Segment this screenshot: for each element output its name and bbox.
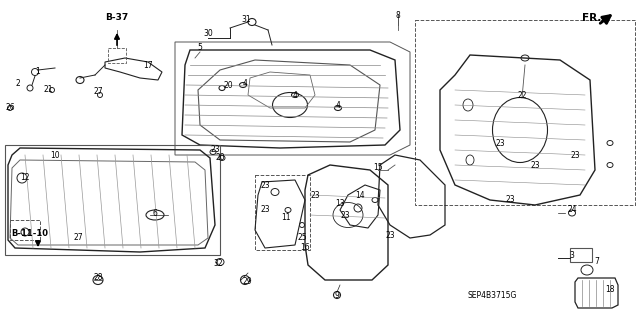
Bar xyxy=(108,48,126,63)
Text: 23: 23 xyxy=(260,181,270,189)
Text: 28: 28 xyxy=(93,273,103,283)
Text: 6: 6 xyxy=(152,209,157,218)
Bar xyxy=(5,145,220,255)
Text: 7: 7 xyxy=(595,256,600,265)
Text: 27: 27 xyxy=(93,87,103,97)
Text: 4: 4 xyxy=(335,100,340,109)
Text: 21: 21 xyxy=(44,85,52,94)
Text: 23: 23 xyxy=(210,145,220,154)
Text: 9: 9 xyxy=(335,292,339,300)
Text: 23: 23 xyxy=(260,205,270,214)
Text: 31: 31 xyxy=(241,16,251,25)
Text: 16: 16 xyxy=(300,243,310,253)
Text: 20: 20 xyxy=(223,80,233,90)
Text: SEP4B3715G: SEP4B3715G xyxy=(468,291,517,300)
Text: 23: 23 xyxy=(310,190,320,199)
Text: 3: 3 xyxy=(570,250,575,259)
Text: 17: 17 xyxy=(143,61,153,70)
Text: 2: 2 xyxy=(15,78,20,87)
Text: 23: 23 xyxy=(505,196,515,204)
Text: 30: 30 xyxy=(203,28,213,38)
Bar xyxy=(10,220,40,240)
Text: 4: 4 xyxy=(243,78,248,87)
Text: 24: 24 xyxy=(567,205,577,214)
Text: 12: 12 xyxy=(20,174,29,182)
Text: 27: 27 xyxy=(73,233,83,241)
Text: 32: 32 xyxy=(213,258,223,268)
Text: 14: 14 xyxy=(355,190,365,199)
Text: 23: 23 xyxy=(385,231,395,240)
Text: B-37: B-37 xyxy=(106,13,129,23)
Text: 13: 13 xyxy=(335,198,345,207)
Text: 29: 29 xyxy=(242,278,252,286)
Text: 22: 22 xyxy=(517,91,527,100)
Text: 8: 8 xyxy=(396,11,401,19)
Text: 25: 25 xyxy=(297,234,307,242)
Text: 23: 23 xyxy=(570,151,580,160)
Bar xyxy=(415,20,635,205)
Text: FR.: FR. xyxy=(582,13,602,23)
Bar xyxy=(570,248,592,262)
Text: 23: 23 xyxy=(340,211,350,219)
Bar xyxy=(255,175,310,250)
Text: 20: 20 xyxy=(215,153,225,162)
Text: 10: 10 xyxy=(50,151,60,160)
Text: B-11-10: B-11-10 xyxy=(12,228,49,238)
Text: 26: 26 xyxy=(5,103,15,113)
Text: 1: 1 xyxy=(36,68,40,77)
Text: 5: 5 xyxy=(198,43,202,53)
Text: 23: 23 xyxy=(495,138,505,147)
Text: 11: 11 xyxy=(281,213,291,222)
Text: 4: 4 xyxy=(292,91,298,100)
Text: 23: 23 xyxy=(530,160,540,169)
Text: 18: 18 xyxy=(605,286,615,294)
Text: 15: 15 xyxy=(373,164,383,173)
